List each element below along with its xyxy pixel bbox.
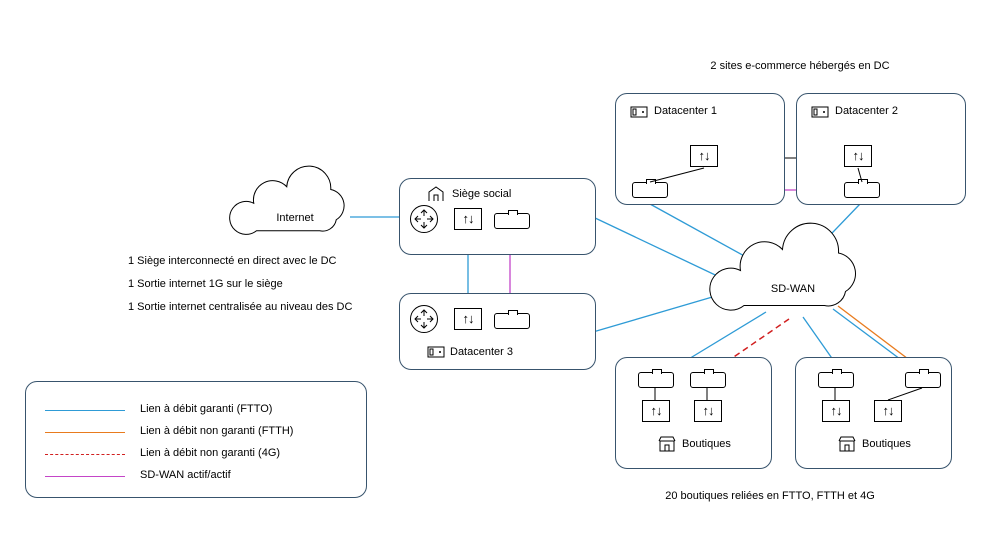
gateway-icon (494, 313, 530, 329)
switch-icon: ↑↓ (454, 208, 482, 230)
legend-swatch-ftto (45, 410, 125, 411)
annotation-2: 1 Sortie internet 1G sur le siège (128, 278, 283, 290)
heading-boutiques: 20 boutiques reliées en FTTO, FTTH et 4G (640, 490, 900, 502)
legend-swatch-sdwan (45, 476, 125, 477)
switch-icon: ↑↓ (874, 400, 902, 422)
switch-icon: ↑↓ (690, 145, 718, 167)
annotation-1: 1 Siège interconnecté en direct avec le … (128, 255, 337, 267)
sdwan-cloud (710, 223, 856, 310)
label-boutiques-2: Boutiques (862, 438, 911, 450)
gateway-icon (844, 182, 880, 198)
switch-icon: ↑↓ (822, 400, 850, 422)
gateway-icon (818, 372, 854, 388)
datacenter-icon (630, 104, 648, 118)
legend-label-sdwan: SD-WAN actif/actif (140, 469, 231, 481)
heading-dc-sites: 2 sites e-commerce hébergés en DC (700, 60, 900, 72)
legend-label-ftth: Lien à débit non garanti (FTTH) (140, 425, 293, 437)
datacenter-icon (811, 104, 829, 118)
shop-icon (838, 436, 856, 452)
label-siege: Siège social (452, 188, 511, 200)
internet-cloud (230, 166, 344, 234)
label-sdwan: SD-WAN (753, 283, 833, 295)
gateway-icon (632, 182, 668, 198)
router-icon (410, 205, 438, 233)
label-dc1: Datacenter 1 (654, 105, 717, 117)
legend-swatch-ftth (45, 432, 125, 433)
gateway-icon (690, 372, 726, 388)
label-boutiques-1: Boutiques (682, 438, 731, 450)
legend-swatch-4g (45, 454, 125, 455)
shop-icon (658, 436, 676, 452)
gateway-icon (494, 213, 530, 229)
label-internet: Internet (255, 212, 335, 224)
building-icon (427, 186, 445, 202)
gateway-icon (638, 372, 674, 388)
legend-label-4g: Lien à débit non garanti (4G) (140, 447, 280, 459)
label-dc3: Datacenter 3 (450, 346, 513, 358)
switch-icon: ↑↓ (642, 400, 670, 422)
switch-icon: ↑↓ (454, 308, 482, 330)
datacenter-icon (427, 344, 445, 358)
switch-icon: ↑↓ (844, 145, 872, 167)
label-dc2: Datacenter 2 (835, 105, 898, 117)
annotation-3: 1 Sortie internet centralisée au niveau … (128, 301, 352, 313)
legend-label-ftto: Lien à débit garanti (FTTO) (140, 403, 272, 415)
switch-icon: ↑↓ (694, 400, 722, 422)
router-icon (410, 305, 438, 333)
gateway-icon (905, 372, 941, 388)
